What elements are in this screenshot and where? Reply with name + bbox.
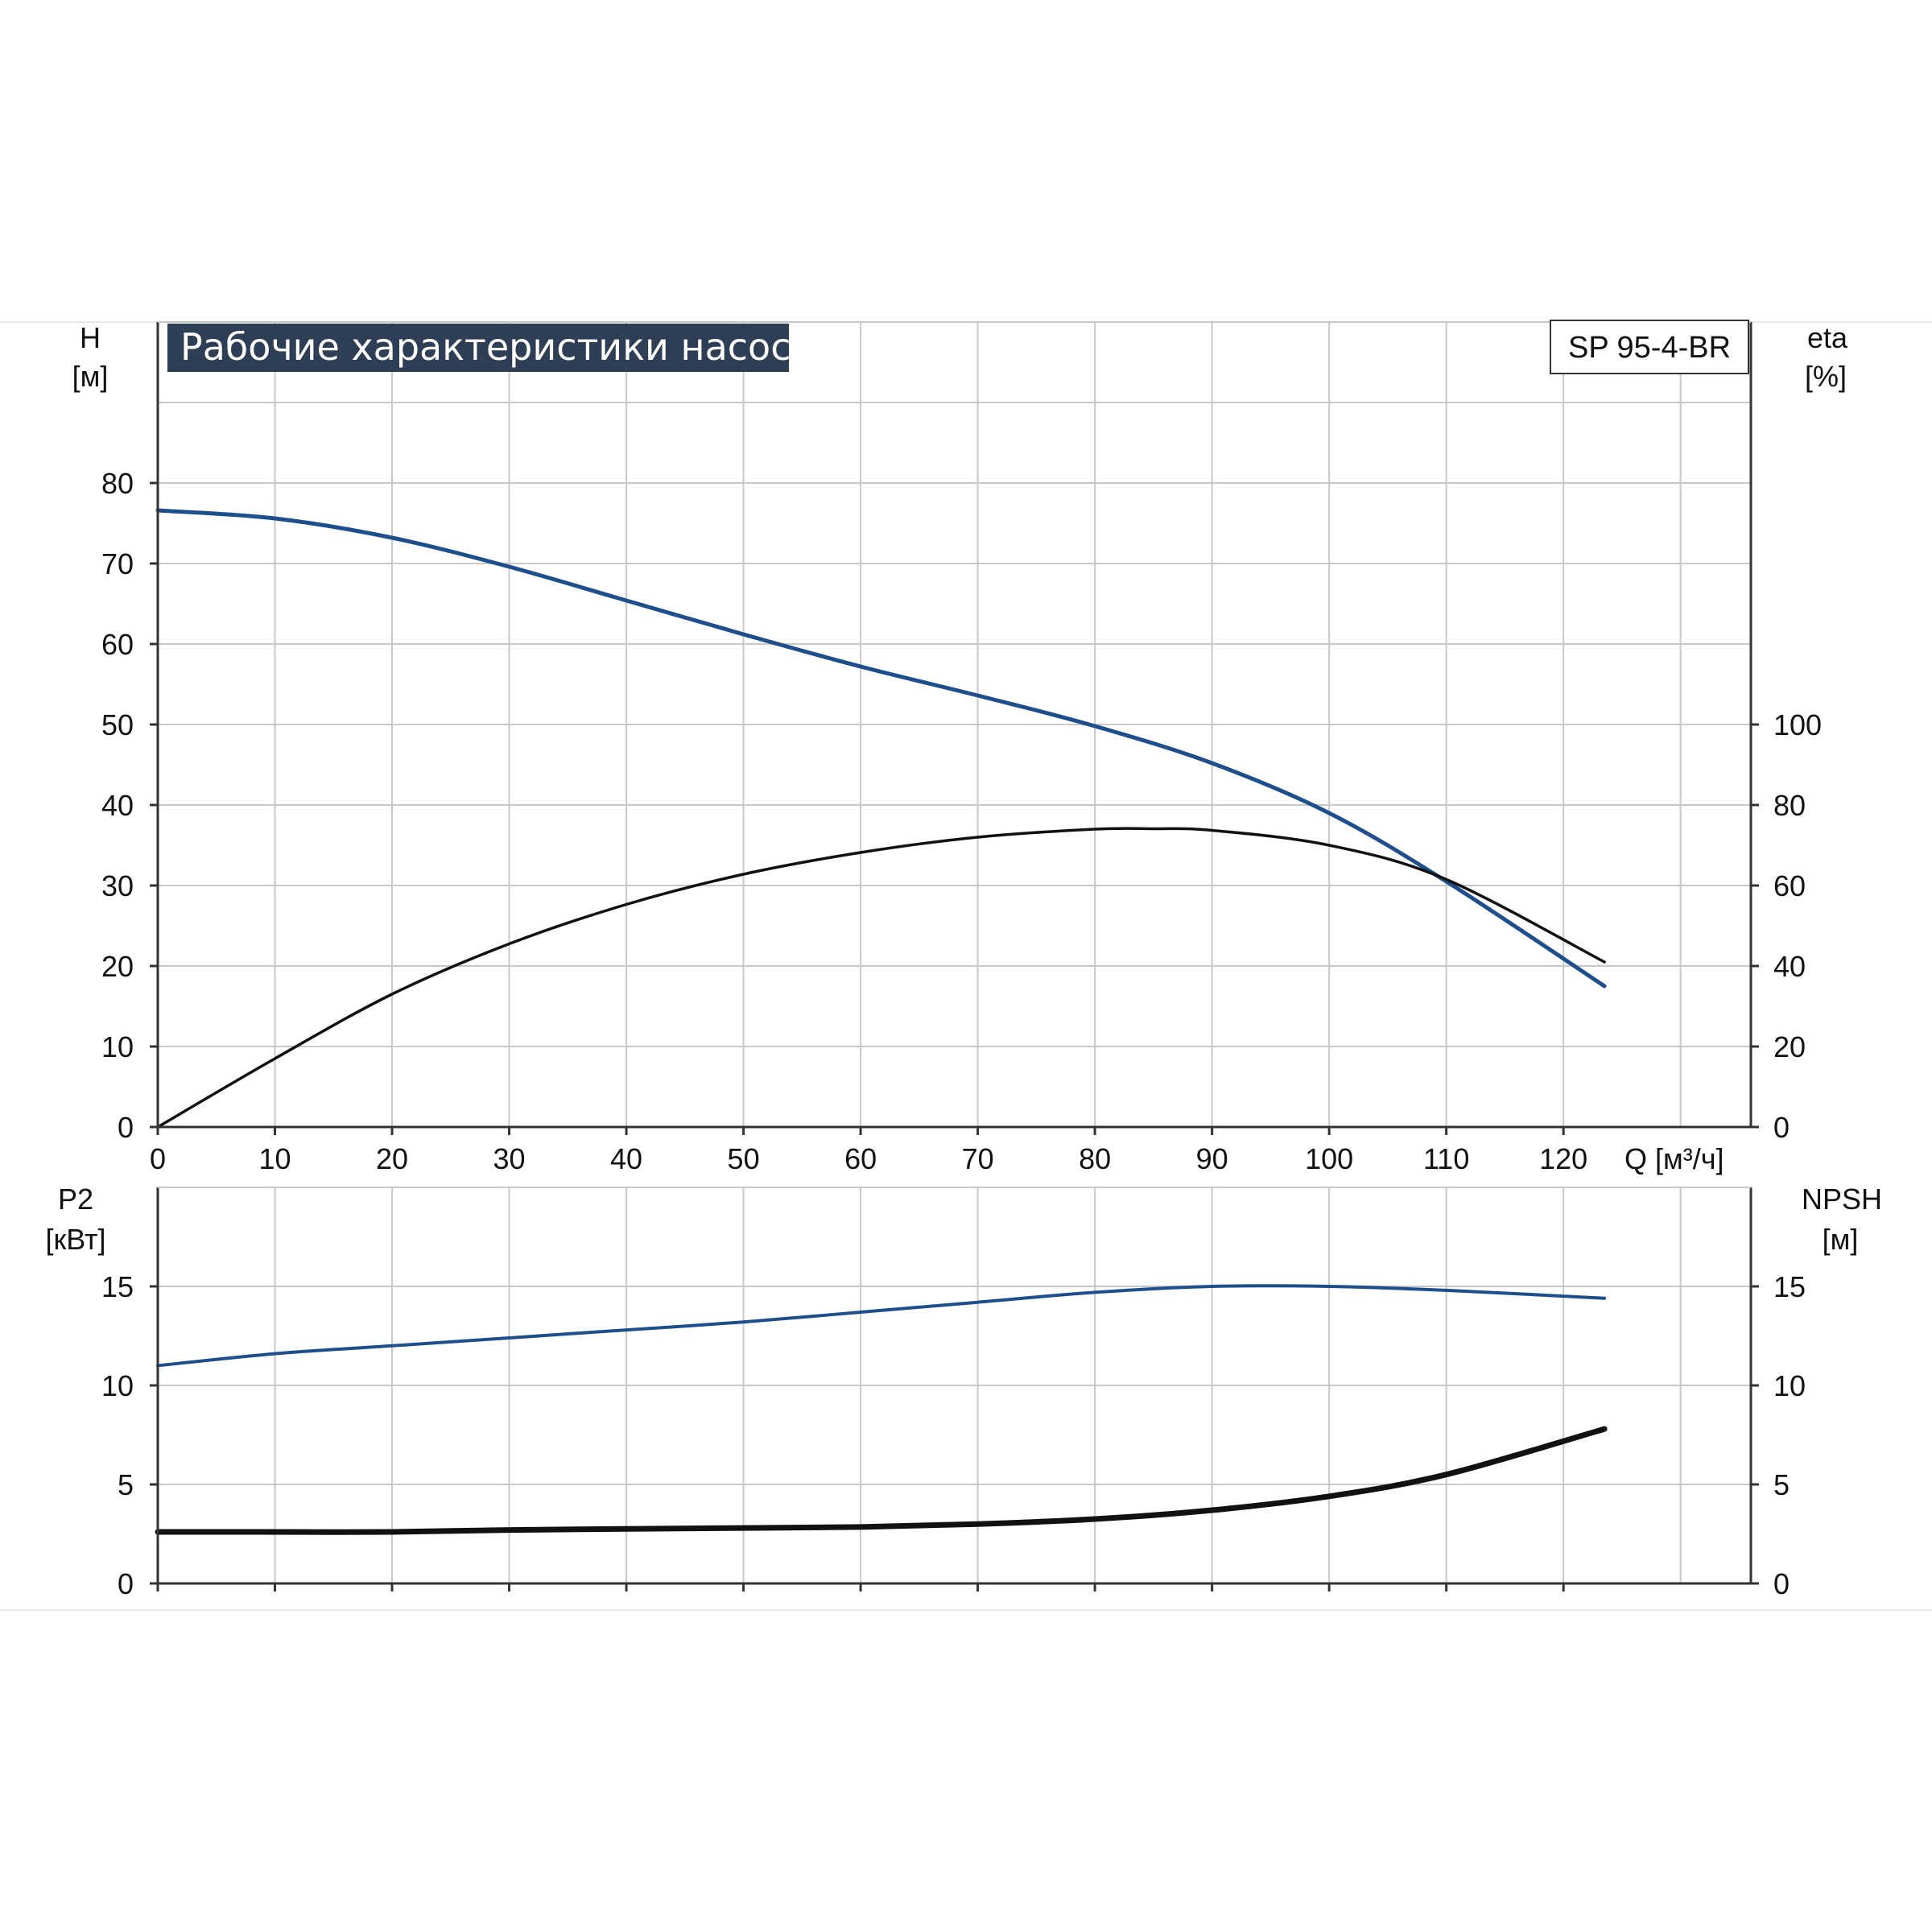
top-left-axis-label-unit: [м] bbox=[72, 360, 109, 393]
top-right-tick-label: 0 bbox=[1773, 1111, 1790, 1144]
top-left-tick-label: 60 bbox=[101, 628, 134, 661]
x-tick-label: 90 bbox=[1196, 1142, 1228, 1175]
top-right-tick-label: 20 bbox=[1773, 1030, 1806, 1063]
model-box bbox=[1550, 320, 1749, 374]
p2-curve bbox=[156, 1284, 1607, 1368]
top-left-tick-label: 50 bbox=[101, 708, 134, 741]
bottom-left-axis-label-symbol: P2 bbox=[58, 1183, 93, 1216]
x-tick-label: 100 bbox=[1305, 1142, 1353, 1175]
top-left-tick-label: 80 bbox=[101, 467, 134, 500]
x-tick-label: 80 bbox=[1079, 1142, 1111, 1175]
bottom-left-tick-label: 10 bbox=[101, 1369, 134, 1402]
top-left-tick-label: 20 bbox=[101, 950, 134, 983]
x-tick-label: 50 bbox=[728, 1142, 760, 1175]
top-left-axis-label-symbol: H bbox=[80, 321, 101, 354]
top-right-tick-label: 100 bbox=[1773, 708, 1822, 741]
x-tick-label: 120 bbox=[1539, 1142, 1587, 1175]
bottom-left-tick-label: 0 bbox=[118, 1567, 134, 1600]
x-tick-label: 10 bbox=[258, 1142, 291, 1175]
top-left-tick-label: 40 bbox=[101, 789, 134, 822]
x-tick-label: 20 bbox=[376, 1142, 408, 1175]
x-tick-label: 60 bbox=[844, 1142, 877, 1175]
x-tick-label: 70 bbox=[962, 1142, 994, 1175]
bottom-right-tick-label: 15 bbox=[1773, 1270, 1806, 1303]
bottom-left-tick-label: 15 bbox=[101, 1270, 134, 1303]
bottom-right-tick-label: 5 bbox=[1773, 1468, 1790, 1501]
series-layer bbox=[155, 508, 1608, 1535]
npsh-curve bbox=[155, 1426, 1608, 1535]
bottom-left-axis-label-unit: [кВт] bbox=[45, 1223, 105, 1256]
bottom-panel-grid bbox=[158, 1187, 1751, 1583]
top-left-tick-label: 0 bbox=[118, 1111, 134, 1144]
x-axis-label: Q [м³/ч] bbox=[1624, 1142, 1724, 1175]
bottom-right-axis-label-unit: [м] bbox=[1823, 1223, 1859, 1256]
top-right-tick-label: 40 bbox=[1773, 950, 1806, 983]
top-panel-grid bbox=[158, 322, 1751, 1127]
top-left-tick-label: 70 bbox=[101, 547, 134, 580]
x-tick-label: 110 bbox=[1423, 1142, 1469, 1175]
top-right-tick-label: 80 bbox=[1773, 789, 1806, 822]
x-tick-label: 30 bbox=[493, 1142, 526, 1175]
title-background bbox=[167, 324, 789, 372]
top-right-axis-label-unit: [%] bbox=[1805, 360, 1847, 393]
top-right-axis-label-symbol: eta bbox=[1807, 321, 1848, 354]
head-curve bbox=[155, 508, 1607, 989]
efficiency-curve bbox=[156, 827, 1606, 1129]
top-left-tick-label: 10 bbox=[101, 1030, 134, 1063]
top-left-tick-label: 30 bbox=[101, 869, 134, 902]
bottom-right-axis-label-symbol: NPSH bbox=[1802, 1183, 1882, 1216]
bottom-right-tick-label: 10 bbox=[1773, 1369, 1806, 1402]
x-tick-label: 0 bbox=[150, 1142, 166, 1175]
top-right-tick-label: 60 bbox=[1773, 869, 1806, 902]
chart-title: Рабочие характеристики насоса bbox=[180, 325, 814, 369]
x-tick-label: 40 bbox=[610, 1142, 642, 1175]
model-label: SP 95-4-BR bbox=[1568, 331, 1731, 365]
bottom-left-tick-label: 5 bbox=[118, 1468, 134, 1501]
bottom-right-tick-label: 0 bbox=[1773, 1567, 1790, 1600]
